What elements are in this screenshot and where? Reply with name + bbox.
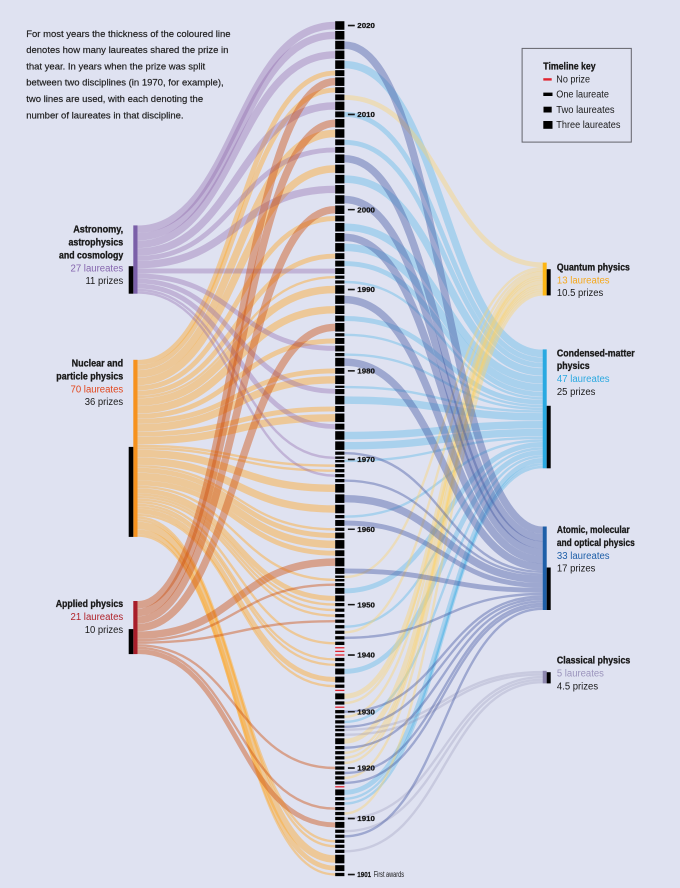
svg-text:Condensed-matter: Condensed-matter xyxy=(557,348,635,359)
svg-text:11 prizes: 11 prizes xyxy=(86,276,124,287)
svg-text:2020: 2020 xyxy=(357,21,375,30)
svg-text:two lines are used, with each: two lines are used, with each denoting t… xyxy=(26,94,203,105)
svg-text:27 laureates: 27 laureates xyxy=(71,263,124,274)
svg-text:Timeline key: Timeline key xyxy=(543,62,596,73)
svg-text:Applied physics: Applied physics xyxy=(56,599,124,610)
svg-text:13 laureates: 13 laureates xyxy=(557,275,610,286)
svg-text:One laureate: One laureate xyxy=(556,90,609,101)
svg-text:and optical physics: and optical physics xyxy=(557,538,635,549)
svg-text:that year. In years when the p: that year. In years when the prize was s… xyxy=(26,61,205,72)
svg-text:33 laureates: 33 laureates xyxy=(557,551,610,562)
svg-text:Quantum physics: Quantum physics xyxy=(557,262,630,273)
svg-text:10.5 prizes: 10.5 prizes xyxy=(557,288,603,299)
svg-text:1990: 1990 xyxy=(357,285,375,294)
svg-text:1901: 1901 xyxy=(357,870,371,879)
svg-text:36 prizes: 36 prizes xyxy=(85,397,124,408)
svg-text:For most years the thickness o: For most years the thickness of the colo… xyxy=(26,29,230,40)
svg-text:Nuclear and: Nuclear and xyxy=(72,359,124,370)
svg-text:70 laureates: 70 laureates xyxy=(71,384,124,395)
svg-text:Classical physics: Classical physics xyxy=(557,656,631,667)
svg-text:between two disciplines (in 19: between two disciplines (in 1970, for ex… xyxy=(26,78,224,89)
svg-text:2000: 2000 xyxy=(357,205,375,214)
svg-text:No prize: No prize xyxy=(556,75,590,86)
svg-text:number of laureates in that di: number of laureates in that discipline. xyxy=(26,110,183,121)
svg-text:1910: 1910 xyxy=(357,814,375,823)
svg-text:1930: 1930 xyxy=(357,707,375,716)
svg-text:25 prizes: 25 prizes xyxy=(557,387,596,398)
svg-text:particle physics: particle physics xyxy=(56,371,123,382)
svg-text:1960: 1960 xyxy=(357,525,375,534)
svg-text:4.5 prizes: 4.5 prizes xyxy=(557,681,598,692)
svg-text:Atomic, molecular: Atomic, molecular xyxy=(557,525,630,536)
svg-text:47 laureates: 47 laureates xyxy=(557,374,610,385)
svg-text:Three laureates: Three laureates xyxy=(556,120,620,131)
svg-text:1920: 1920 xyxy=(357,764,375,773)
svg-text:Astronomy,: Astronomy, xyxy=(73,225,123,236)
svg-text:astrophysics: astrophysics xyxy=(69,238,124,249)
svg-text:physics: physics xyxy=(557,361,590,372)
svg-text:denotes how many laureates sha: denotes how many laureates shared the pr… xyxy=(26,45,228,56)
svg-text:21 laureates: 21 laureates xyxy=(71,612,124,623)
svg-text:10 prizes: 10 prizes xyxy=(85,625,124,636)
svg-text:17 prizes: 17 prizes xyxy=(557,564,596,575)
svg-text:1950: 1950 xyxy=(357,600,375,609)
svg-text:2010: 2010 xyxy=(357,110,375,119)
svg-text:Two laureates: Two laureates xyxy=(556,105,614,116)
svg-text:and cosmology: and cosmology xyxy=(59,250,124,261)
svg-text:1940: 1940 xyxy=(357,651,375,660)
svg-text:1980: 1980 xyxy=(357,367,375,376)
svg-text:5 laureates: 5 laureates xyxy=(557,668,604,679)
svg-text:First awards: First awards xyxy=(374,870,404,879)
svg-text:1970: 1970 xyxy=(357,455,375,464)
